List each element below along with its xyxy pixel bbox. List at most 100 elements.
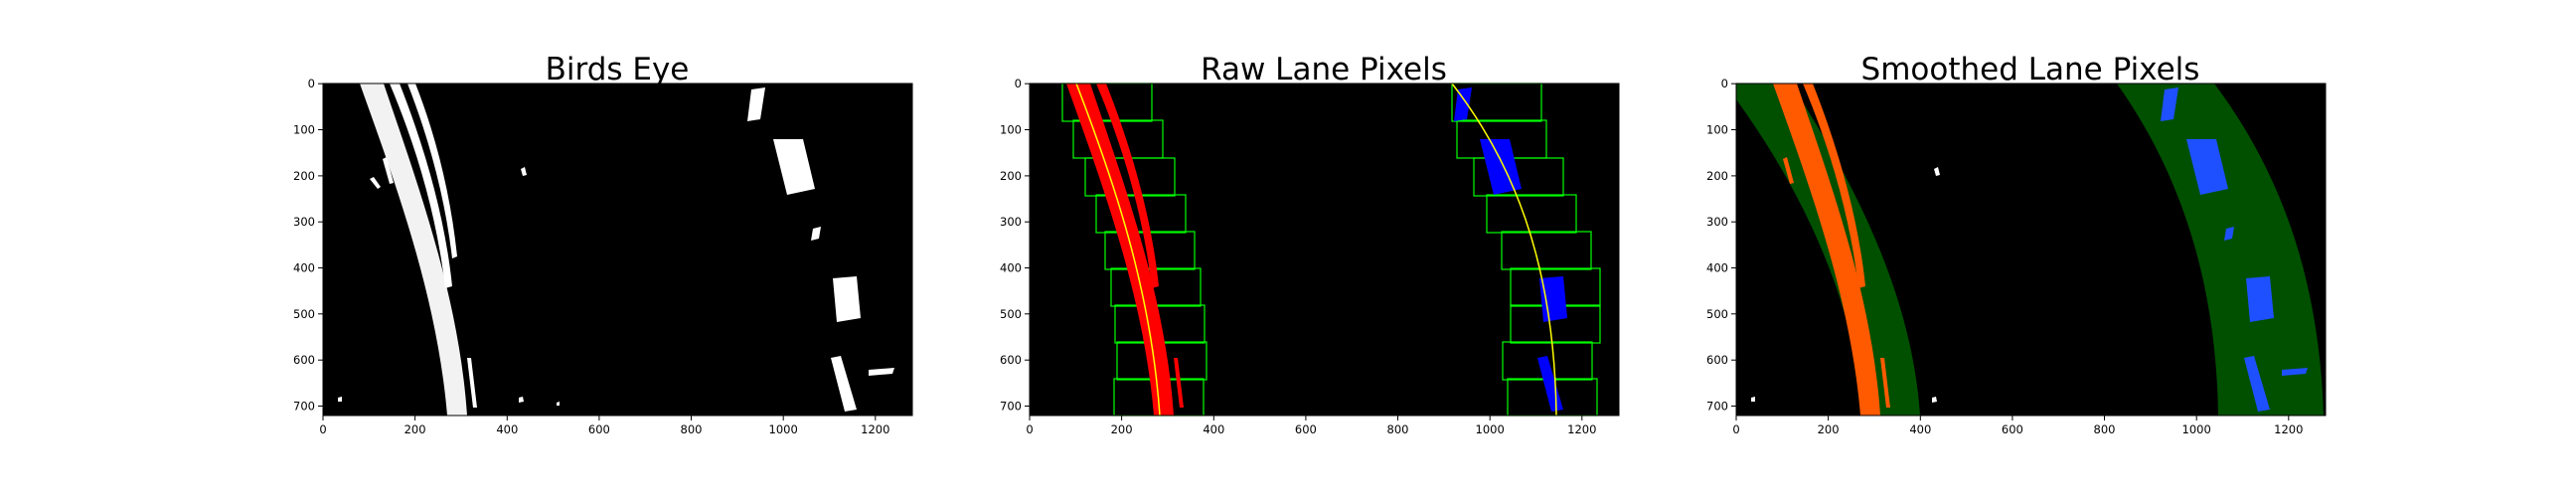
y-tick-label: 0 xyxy=(1721,77,1728,90)
x-tick: 400 xyxy=(496,416,518,436)
y-tick-label: 400 xyxy=(1706,261,1728,275)
y-tick: 600 xyxy=(1000,353,1030,367)
x-tick: 0 xyxy=(319,416,327,436)
y-tick-label: 100 xyxy=(1000,123,1022,137)
y-tick: 400 xyxy=(293,261,323,275)
y-tick-label: 600 xyxy=(1706,353,1728,367)
y-tick: 100 xyxy=(293,123,323,137)
y-tick: 200 xyxy=(1000,169,1030,183)
x-tick-label: 1000 xyxy=(2182,422,2211,436)
image-area xyxy=(1030,83,1619,417)
y-tick: 500 xyxy=(1000,307,1030,321)
x-tick-label: 200 xyxy=(404,422,426,436)
y-tick-label: 0 xyxy=(1015,77,1022,90)
y-tick-label: 500 xyxy=(1000,307,1022,321)
y-tick-label: 500 xyxy=(1706,307,1728,321)
y-tick: 500 xyxy=(293,307,323,321)
y-tick-label: 600 xyxy=(1000,353,1022,367)
panel-title: Raw Lane Pixels xyxy=(1201,52,1447,87)
y-tick-label: 300 xyxy=(1706,215,1728,229)
y-tick-label: 700 xyxy=(1706,400,1728,414)
y-tick: 100 xyxy=(1000,123,1030,137)
y-tick: 400 xyxy=(1706,261,1736,275)
image-area xyxy=(1736,84,2326,416)
panel-smoothed-lane-pixels: Smoothed Lane Pixels 0 200 40 xyxy=(1706,52,2327,436)
panel-raw-lane-pixels: Raw Lane Pixels xyxy=(1000,52,1620,436)
x-tick: 200 xyxy=(1818,416,1840,436)
x-tick: 400 xyxy=(1203,416,1224,436)
y-tick: 700 xyxy=(1000,400,1030,414)
y-tick: 700 xyxy=(1706,400,1736,414)
y-tick-label: 200 xyxy=(1706,169,1728,183)
x-tick: 400 xyxy=(1909,416,1931,436)
y-tick: 300 xyxy=(293,215,323,229)
x-tick-label: 1200 xyxy=(2274,422,2303,436)
x-tick: 600 xyxy=(1295,416,1317,436)
image-area xyxy=(323,84,912,416)
y-tick: 600 xyxy=(293,353,323,367)
x-axis: 0 200 400 600 800 1000 1200 xyxy=(1732,416,2303,436)
y-tick-label: 100 xyxy=(1706,123,1728,137)
x-tick-label: 400 xyxy=(1909,422,1931,436)
y-tick-label: 500 xyxy=(293,307,315,321)
y-tick: 100 xyxy=(1706,123,1736,137)
x-tick-label: 0 xyxy=(319,422,326,436)
y-tick-label: 200 xyxy=(1000,169,1022,183)
x-axis: 0 200 400 600 800 1000 1200 xyxy=(319,416,889,436)
x-tick-label: 0 xyxy=(1026,422,1033,436)
x-tick-label: 600 xyxy=(2002,422,2023,436)
x-tick: 1000 xyxy=(1476,416,1505,436)
x-tick: 600 xyxy=(588,416,610,436)
x-tick: 1000 xyxy=(2182,416,2211,436)
y-tick: 0 xyxy=(308,77,323,90)
y-tick: 0 xyxy=(1015,77,1030,90)
x-tick-label: 200 xyxy=(1111,422,1133,436)
x-tick-label: 1000 xyxy=(1476,422,1505,436)
y-tick: 300 xyxy=(1706,215,1736,229)
x-tick-label: 600 xyxy=(588,422,610,436)
y-tick-label: 200 xyxy=(293,169,315,183)
y-tick: 700 xyxy=(293,400,323,414)
x-tick-label: 200 xyxy=(1818,422,1840,436)
y-tick-label: 100 xyxy=(293,123,315,137)
y-tick: 200 xyxy=(293,169,323,183)
x-tick-label: 1200 xyxy=(1567,422,1596,436)
y-tick-label: 300 xyxy=(293,215,315,229)
y-tick-label: 700 xyxy=(1000,400,1022,414)
x-tick: 600 xyxy=(2002,416,2023,436)
x-tick-label: 800 xyxy=(1387,422,1409,436)
y-tick-label: 400 xyxy=(293,261,315,275)
x-tick: 200 xyxy=(1111,416,1133,436)
panel-title: Smoothed Lane Pixels xyxy=(1861,52,2200,87)
y-tick: 200 xyxy=(1706,169,1736,183)
x-tick: 800 xyxy=(681,416,703,436)
y-tick-label: 700 xyxy=(293,400,315,414)
x-tick-label: 400 xyxy=(1203,422,1224,436)
y-tick: 500 xyxy=(1706,307,1736,321)
x-tick: 1200 xyxy=(861,416,889,436)
x-tick-label: 0 xyxy=(1732,422,1739,436)
panel-title: Birds Eye xyxy=(546,52,690,87)
x-tick: 1000 xyxy=(769,416,798,436)
y-axis: 0 100 200 300 400 500 600 700 xyxy=(1706,77,1736,414)
x-tick-label: 1200 xyxy=(861,422,889,436)
x-tick: 1200 xyxy=(1567,416,1596,436)
y-axis: 0 100 200 300 400 500 600 700 xyxy=(293,77,323,414)
x-tick: 200 xyxy=(404,416,426,436)
y-tick-label: 0 xyxy=(308,77,315,90)
x-tick-label: 1000 xyxy=(769,422,798,436)
x-tick-label: 800 xyxy=(681,422,703,436)
x-tick: 0 xyxy=(1732,416,1740,436)
y-tick-label: 600 xyxy=(293,353,315,367)
y-tick: 600 xyxy=(1706,353,1736,367)
y-tick: 400 xyxy=(1000,261,1030,275)
x-axis: 0 200 400 600 800 1000 1200 xyxy=(1026,416,1596,436)
x-tick: 800 xyxy=(2094,416,2115,436)
x-tick-label: 600 xyxy=(1295,422,1317,436)
x-tick: 800 xyxy=(1387,416,1409,436)
y-tick-label: 300 xyxy=(1000,215,1022,229)
x-tick-label: 400 xyxy=(496,422,518,436)
x-tick: 0 xyxy=(1026,416,1034,436)
y-tick: 300 xyxy=(1000,215,1030,229)
